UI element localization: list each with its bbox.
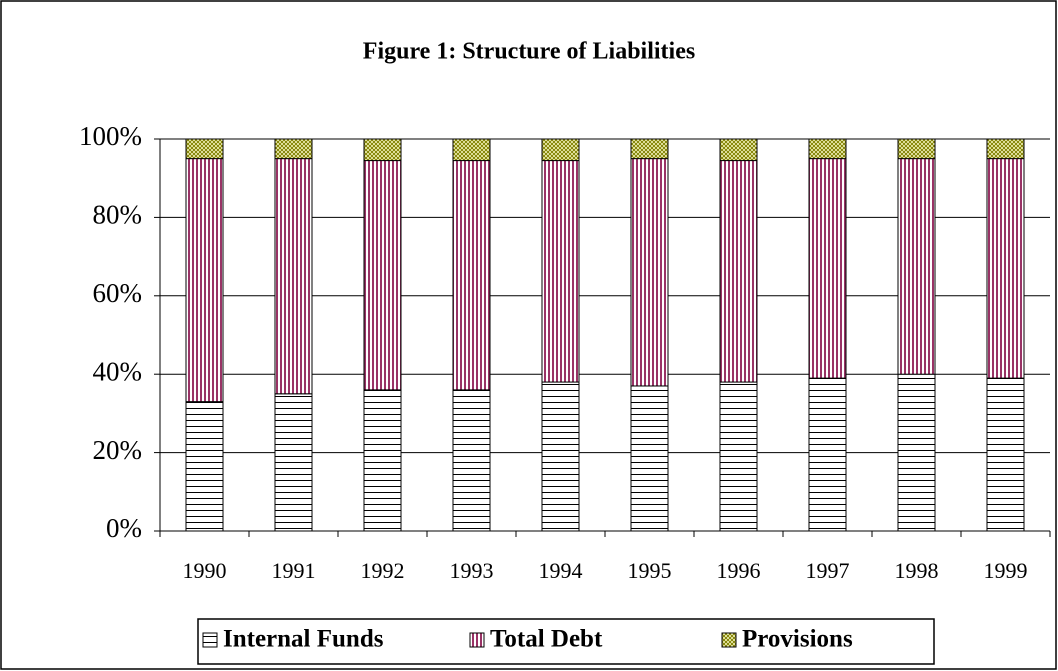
- x-tick-label: 1990: [183, 558, 227, 583]
- y-tick-label: 40%: [93, 356, 143, 386]
- x-tick-label: 1999: [984, 558, 1028, 583]
- bar-segment: [808, 377, 847, 532]
- bar-segment: [363, 160, 402, 391]
- bar-segment: [630, 385, 669, 532]
- x-tick-label: 1992: [361, 558, 405, 583]
- bar-segment: [274, 158, 313, 395]
- legend-swatch: [721, 632, 737, 648]
- x-tick-label: 1996: [717, 558, 761, 583]
- bar-segment: [541, 160, 580, 383]
- y-tick-label: 20%: [93, 435, 143, 465]
- bar-segment: [185, 138, 224, 160]
- x-tick-label: 1998: [895, 558, 939, 583]
- x-tick-label: 1993: [450, 558, 494, 583]
- legend-label: Provisions: [742, 626, 853, 653]
- y-tick-label: 60%: [93, 278, 143, 308]
- legend-swatch: [469, 632, 485, 648]
- bar-segment: [274, 138, 313, 160]
- bar-segment: [630, 158, 669, 387]
- chart-title: Figure 1: Structure of Liabilities: [363, 39, 695, 65]
- bar-segment: [986, 138, 1025, 160]
- bar-segment: [719, 138, 758, 162]
- bar-segment: [897, 373, 936, 532]
- x-tick-label: 1995: [628, 558, 672, 583]
- bar-segment: [541, 381, 580, 532]
- legend-label: Internal Funds: [223, 626, 384, 653]
- bar-segment: [185, 401, 224, 532]
- legend-label: Total Debt: [490, 626, 603, 653]
- bar-segment: [808, 138, 847, 160]
- bar-segment: [274, 393, 313, 532]
- bar-segment: [363, 389, 402, 532]
- bar-segment: [719, 160, 758, 383]
- y-tick-label: 100%: [79, 121, 142, 151]
- bar-segment: [719, 381, 758, 532]
- bar-segment: [808, 158, 847, 379]
- x-tick-label: 1991: [272, 558, 316, 583]
- bar-segment: [452, 389, 491, 532]
- bar-segment: [897, 138, 936, 160]
- y-tick-label: 0%: [106, 513, 142, 543]
- x-tick-label: 1997: [806, 558, 850, 583]
- bar-segment: [185, 158, 224, 403]
- bar-segment: [897, 158, 936, 375]
- bar-segment: [452, 160, 491, 391]
- legend-box: [197, 618, 935, 665]
- bar-segment: [986, 158, 1025, 379]
- y-tick-label: 80%: [93, 200, 143, 230]
- bar-segment: [986, 377, 1025, 532]
- legend-swatch: [202, 632, 218, 648]
- x-tick-label: 1994: [539, 558, 583, 583]
- bar-segment: [541, 138, 580, 162]
- bar-segment: [630, 138, 669, 160]
- bar-segment: [452, 138, 491, 162]
- bar-segment: [363, 138, 402, 162]
